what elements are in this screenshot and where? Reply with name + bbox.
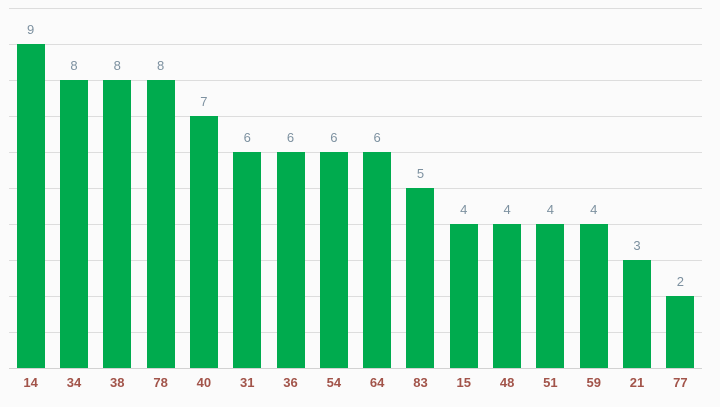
bar-value-label: 6: [243, 130, 251, 145]
bar[interactable]: [579, 224, 608, 368]
x-axis-label: 54: [326, 375, 342, 390]
gridline: [9, 260, 702, 261]
gridline: [9, 332, 702, 333]
bar-value-label: 8: [70, 58, 78, 73]
bar[interactable]: [189, 116, 218, 368]
bar[interactable]: [406, 188, 435, 368]
bar-value-label: 3: [633, 238, 641, 253]
x-axis-label: 40: [196, 375, 212, 390]
x-axis-label: 78: [153, 375, 168, 390]
gridline: [9, 152, 702, 153]
x-axis-label: 31: [239, 375, 255, 390]
x-axis-label: 21: [629, 375, 645, 390]
bar[interactable]: [666, 296, 695, 368]
gridline: [9, 116, 702, 117]
x-axis-label: 51: [543, 375, 558, 390]
bar[interactable]: [623, 260, 652, 368]
bar-value-label: 6: [330, 130, 338, 145]
x-axis-label: 14: [23, 375, 38, 390]
bar[interactable]: [276, 152, 305, 368]
bar-value-label: 6: [373, 130, 381, 145]
bar[interactable]: [59, 80, 88, 368]
bar-value-label: 8: [113, 58, 121, 73]
gridline: [9, 80, 702, 81]
bar-value-label: 8: [156, 58, 165, 73]
x-axis-label: 83: [413, 375, 428, 390]
x-axis-label: 36: [283, 375, 298, 390]
bar-value-label: 4: [546, 202, 555, 217]
bar-value-label: 5: [416, 166, 425, 181]
gridline: [9, 224, 702, 225]
x-axis-label: 38: [110, 375, 125, 390]
gridline: [9, 8, 702, 9]
x-axis-label: 64: [369, 375, 385, 390]
gridline: [9, 44, 702, 45]
x-axis-label: 15: [456, 375, 472, 390]
bar-value-label: 7: [200, 94, 208, 109]
bar-value-label: 4: [503, 202, 511, 217]
gridline: [9, 296, 702, 297]
bar-value-label: 6: [286, 130, 295, 145]
bar[interactable]: [233, 152, 262, 368]
bar[interactable]: [363, 152, 392, 368]
x-axis-label: 77: [673, 375, 688, 390]
bar[interactable]: [319, 152, 348, 368]
bar[interactable]: [493, 224, 522, 368]
bar[interactable]: [449, 224, 478, 368]
bar-value-label: 9: [27, 22, 35, 37]
bar[interactable]: [146, 80, 175, 368]
x-axis-label: 59: [586, 375, 601, 390]
bar-value-label: 2: [676, 274, 684, 289]
x-axis-baseline: [9, 368, 702, 369]
bar[interactable]: [536, 224, 565, 368]
bar[interactable]: [103, 80, 132, 368]
bar-value-label: 4: [460, 202, 468, 217]
x-axis-label: 48: [499, 375, 515, 390]
gridline: [9, 188, 702, 189]
x-axis-label: 34: [66, 375, 82, 390]
bar[interactable]: [16, 44, 45, 368]
bar-value-label: 4: [590, 202, 598, 217]
